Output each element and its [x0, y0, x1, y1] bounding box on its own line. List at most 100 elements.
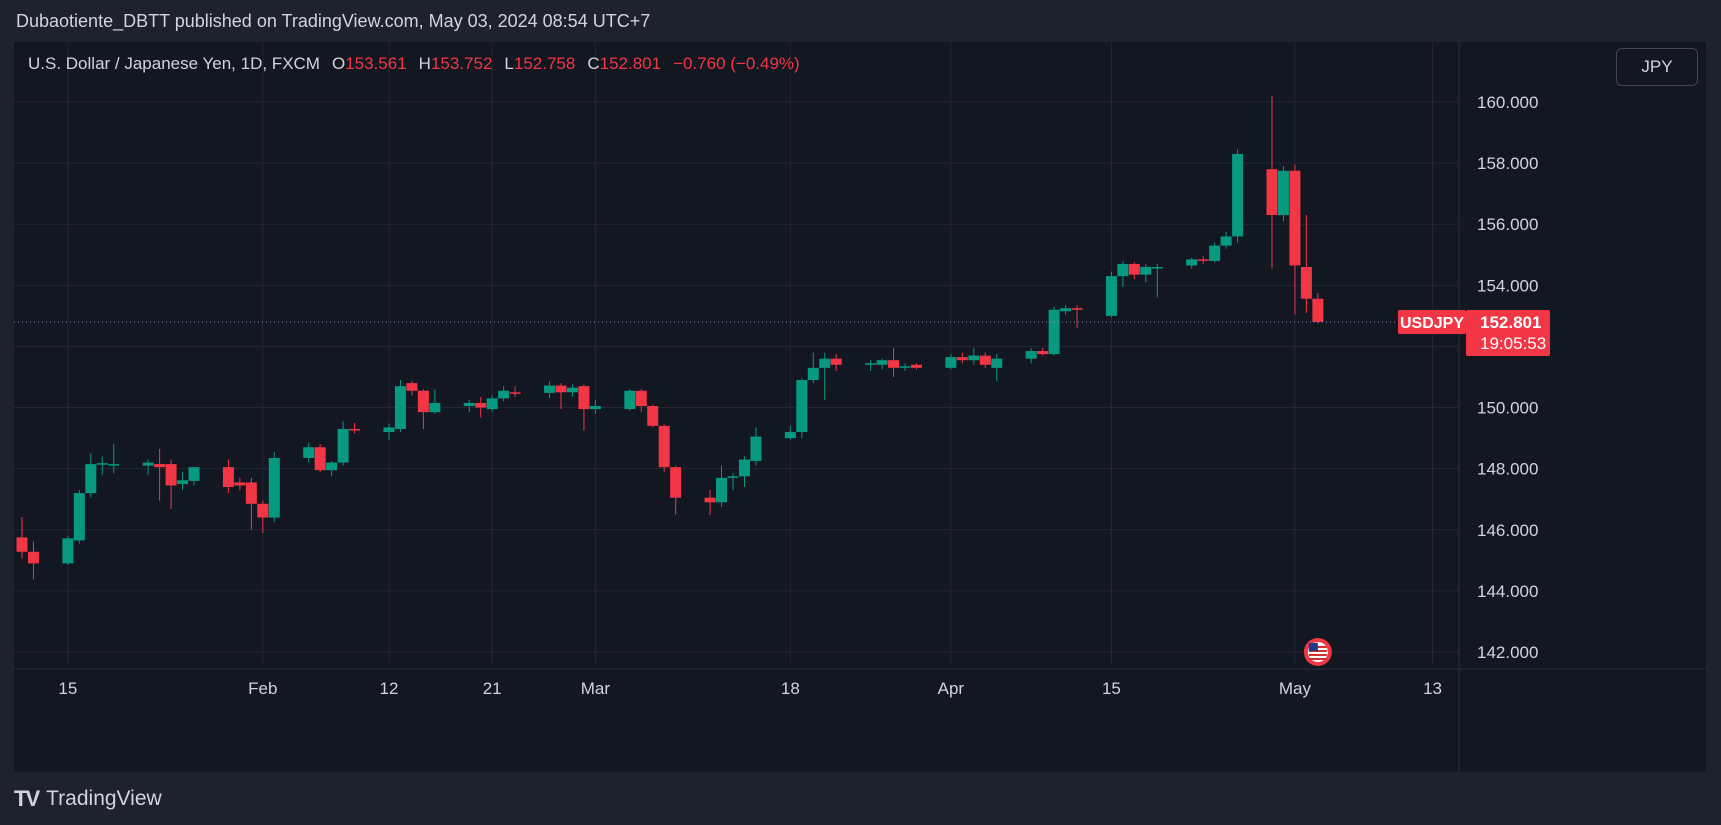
currency-button[interactable]: JPY [1616, 48, 1698, 86]
price-tick-label: 144.000 [1477, 582, 1538, 601]
candle [566, 384, 578, 397]
candle-body [876, 360, 888, 365]
candle-body [830, 358, 842, 365]
price-tick-label: 146.000 [1477, 521, 1538, 540]
candle [1197, 256, 1209, 264]
price-tick-label: 160.000 [1477, 93, 1538, 112]
candle [635, 389, 647, 413]
candle [658, 424, 670, 472]
candle-body [750, 436, 762, 462]
candle-body [1128, 263, 1140, 275]
candle [234, 477, 246, 491]
candle [899, 363, 911, 371]
ticker-tag-bg [1398, 309, 1466, 334]
candle-body [268, 457, 280, 518]
candle [257, 500, 269, 533]
candle [486, 395, 498, 413]
candle-body [429, 402, 441, 413]
candlestick-chart[interactable]: 160.000158.000156.000154.000152.000150.0… [14, 42, 1706, 772]
candle [177, 471, 189, 491]
candle-body [1220, 236, 1232, 246]
candle-body [1277, 170, 1289, 216]
candle [750, 427, 762, 466]
candle-body [865, 363, 877, 365]
candle [222, 459, 234, 494]
candle [991, 354, 1003, 382]
candle [716, 465, 728, 507]
price-tick-label: 158.000 [1477, 154, 1538, 173]
candle [727, 473, 739, 491]
candle-body [544, 385, 556, 393]
candle [589, 399, 601, 414]
candle-body [314, 447, 326, 471]
candle [704, 490, 716, 516]
candle-body [349, 428, 361, 431]
candle-body [96, 463, 108, 465]
candle-body [1151, 267, 1163, 269]
candle-body [394, 386, 406, 429]
price-tick-label: 154.000 [1477, 276, 1538, 295]
candle-body [188, 467, 200, 481]
chart-panel[interactable]: 160.000158.000156.000154.000152.000150.0… [14, 42, 1706, 772]
candle [96, 456, 108, 475]
candle [108, 444, 120, 474]
grid [14, 42, 1706, 772]
candle [647, 404, 659, 428]
candle [406, 380, 418, 396]
high-value: 153.752 [430, 54, 493, 73]
candle-body [1025, 351, 1037, 359]
candle-body [956, 357, 968, 361]
candle-body [979, 355, 991, 365]
candle-body [1209, 245, 1221, 261]
candle [475, 396, 487, 418]
time-tick-label: 18 [781, 679, 800, 698]
candle [1289, 164, 1301, 315]
candle [1060, 305, 1072, 315]
time-tick-label: 13 [1423, 679, 1442, 698]
price-tick-label: 150.000 [1477, 399, 1538, 418]
candle-body [1037, 351, 1049, 355]
candle [1025, 347, 1037, 364]
candle [1312, 292, 1324, 324]
candle-body [624, 390, 636, 410]
candle-body [738, 459, 750, 477]
symbol-description: U.S. Dollar / Japanese Yen, 1D, FXCM [28, 54, 320, 73]
candle-body [142, 462, 154, 466]
close-label: C [587, 54, 600, 73]
candle-body [819, 358, 831, 368]
tradingview-logo[interactable]: TV TradingView [14, 786, 162, 812]
candle-body [1060, 308, 1072, 312]
candle-body [589, 406, 601, 410]
price-tag-bg [1466, 309, 1550, 356]
close-value: 152.801 [599, 54, 662, 73]
publish-header: Dubaotiente_DBTT published on TradingVie… [0, 0, 1721, 42]
candle-body [899, 366, 911, 368]
time-tick-label: Apr [938, 679, 965, 698]
candle-body [1140, 267, 1152, 275]
candle [784, 425, 796, 440]
candle-body [1197, 259, 1209, 261]
candle-body [555, 385, 567, 393]
candle-body [1105, 276, 1117, 316]
low-value: 152.758 [513, 54, 576, 73]
candle-body [222, 467, 234, 487]
candle-body [1186, 259, 1198, 266]
us-flag-event-icon[interactable] [1303, 638, 1332, 666]
candle [337, 421, 349, 466]
candle-body [807, 367, 819, 381]
ohlc-legend: U.S. Dollar / Japanese Yen, 1D, FXCM O 15… [28, 54, 800, 74]
candle-body [1312, 298, 1324, 322]
candle [910, 363, 922, 370]
last-price-tag: 152.801 [1480, 313, 1541, 332]
candle-body [417, 390, 429, 413]
time-tick-label: 15 [58, 679, 77, 698]
ticker-tag: USDJPY [1400, 315, 1464, 332]
candle-body [62, 538, 74, 564]
tradingview-logo-icon: TV [14, 785, 40, 811]
candle-body [406, 383, 418, 391]
candle [1117, 260, 1129, 287]
candle-body [154, 464, 166, 468]
candle-body [16, 537, 28, 552]
candle-body [1048, 309, 1060, 355]
candle [349, 422, 361, 434]
